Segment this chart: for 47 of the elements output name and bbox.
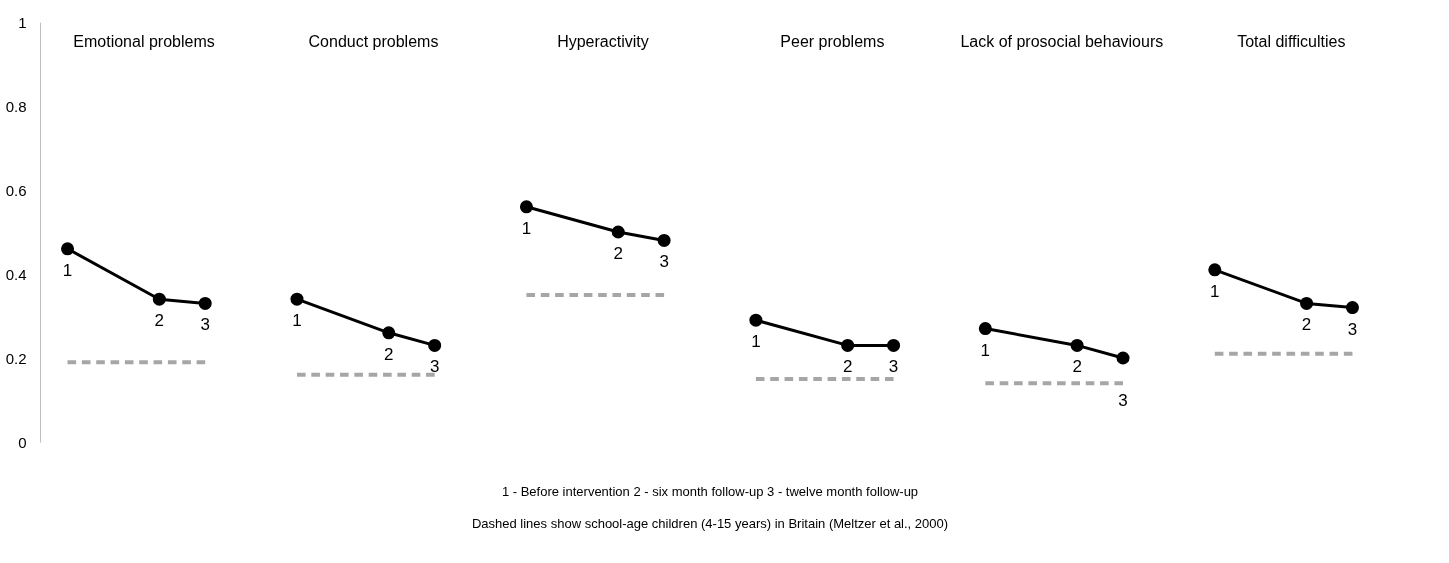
point: [611, 225, 625, 239]
point: [428, 338, 442, 352]
point: [290, 292, 304, 306]
x-tick-label: 2: [613, 244, 623, 263]
x-tick-label: 3: [1347, 319, 1358, 339]
point: [152, 292, 166, 306]
annotation: Peer problems: [780, 33, 885, 50]
x-tick-label: 2: [154, 311, 165, 331]
point: [61, 242, 75, 256]
x-tick-label: 3: [659, 252, 669, 272]
x-tick-label: 3: [1118, 391, 1128, 411]
x-tick-label: 2: [1072, 357, 1082, 377]
point: [978, 322, 992, 336]
x-tick-label: 3: [429, 357, 440, 377]
y-tick-label: 0.6: [5, 181, 27, 199]
annotation: Conduct problems: [308, 33, 439, 50]
y-tick-label: 0.4: [5, 265, 27, 283]
annotation: Hyperactivity: [557, 33, 649, 50]
y-tick-label: 1: [18, 13, 27, 31]
point: [1300, 296, 1314, 310]
point: [887, 338, 901, 352]
x-tick-label: 2: [384, 344, 394, 364]
point: [1345, 301, 1359, 315]
point: [382, 326, 396, 340]
point: [198, 296, 212, 310]
point: [657, 233, 671, 247]
x-tick-label: 3: [888, 357, 899, 377]
x-tick-label: 1: [980, 340, 991, 360]
annotation: Emotional problems: [73, 33, 215, 50]
point: [1208, 263, 1222, 277]
point: [841, 338, 855, 352]
point: [1116, 351, 1130, 365]
y-tick-label: 0.2: [5, 349, 27, 367]
x-tick-label: 2: [1301, 315, 1312, 335]
annotation: Lack of prosocial behaviours: [960, 33, 1164, 50]
point: [749, 313, 763, 327]
annotation: Total difficulties: [1237, 33, 1346, 50]
y-tick-label: 0: [18, 433, 27, 451]
x-tick-label: 1: [751, 332, 761, 352]
x-tick-label: 1: [292, 311, 302, 331]
y-tick-label: 0.8: [5, 97, 27, 115]
point: [1070, 338, 1084, 352]
text: 1 - Before intervention 2 - six month follow-up 3 - twelve month follow-up: [501, 484, 919, 499]
x-tick-label: 3: [200, 315, 210, 335]
text: Dashed lines show school-age children (4-15 years) in Britain (Meltzer et al., 2000): [471, 516, 949, 531]
x-tick-label: 2: [842, 357, 853, 377]
point: [519, 200, 533, 214]
